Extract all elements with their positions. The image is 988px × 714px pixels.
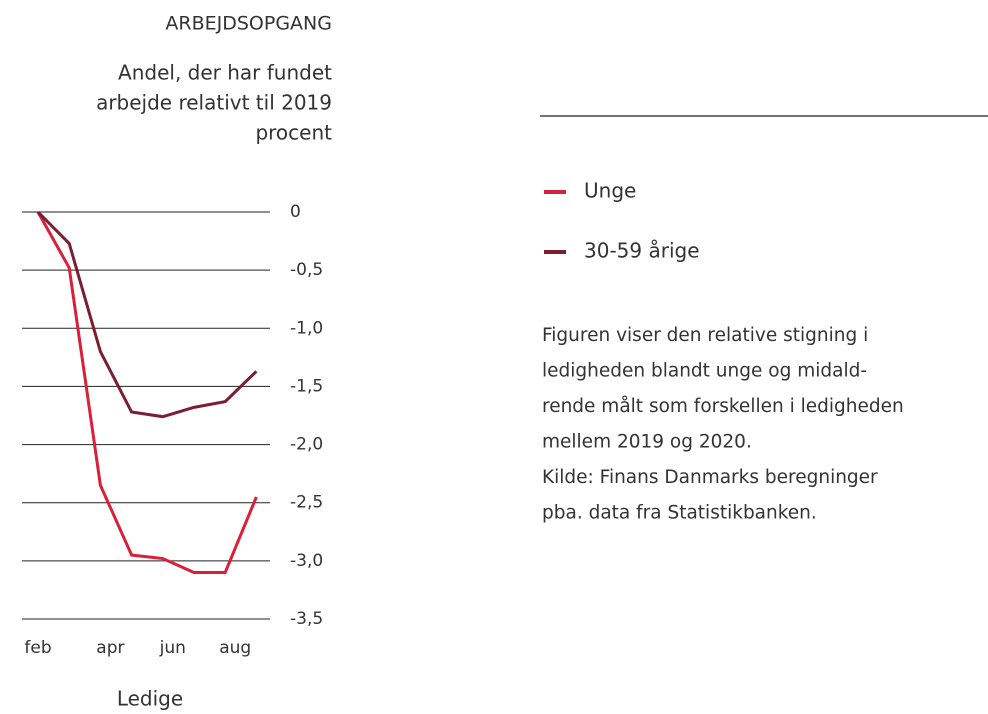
x-tick-label: apr: [96, 638, 124, 658]
y-tick-label: -2,5: [290, 493, 323, 513]
line-series: [36, 210, 258, 419]
note: mellem 2019 og 2020.: [542, 432, 752, 453]
note: Figuren viser den relative stigning i: [542, 325, 868, 346]
x-tick-label: jun: [159, 638, 186, 658]
x-tick-label: aug: [219, 638, 251, 658]
y-tick-label: -3,5: [290, 609, 323, 629]
note: ledigheden blandt unge og midald-: [542, 361, 867, 382]
y-tick-label: -0,5: [290, 260, 323, 280]
x-tick-label: feb: [24, 638, 51, 658]
note: Kilde: Finans Danmarks beregninger: [542, 467, 878, 488]
subtitle: arbejde relativt til 2019: [96, 91, 332, 115]
y-tick-label: 0: [290, 202, 301, 222]
note: rende målt som forskellen i ledigheden: [542, 396, 904, 417]
subtitle: procent: [255, 121, 332, 145]
y-tick-label: -2,0: [290, 435, 323, 455]
subtitle: Andel, der har fundet: [118, 61, 332, 85]
y-tick-label: -1,5: [290, 376, 323, 396]
x-axis-label: Ledige: [117, 687, 183, 711]
y-tick-label: -3,0: [290, 551, 323, 571]
legend-label: Unge: [584, 179, 636, 203]
legend-label: 30-59 årige: [584, 239, 700, 263]
chart-title: ARBEJDSOPGANG: [165, 13, 332, 35]
note: pba. data fra Statistikbanken.: [542, 503, 817, 524]
line-series: [36, 211, 258, 574]
y-tick-label: -1,0: [290, 318, 323, 338]
